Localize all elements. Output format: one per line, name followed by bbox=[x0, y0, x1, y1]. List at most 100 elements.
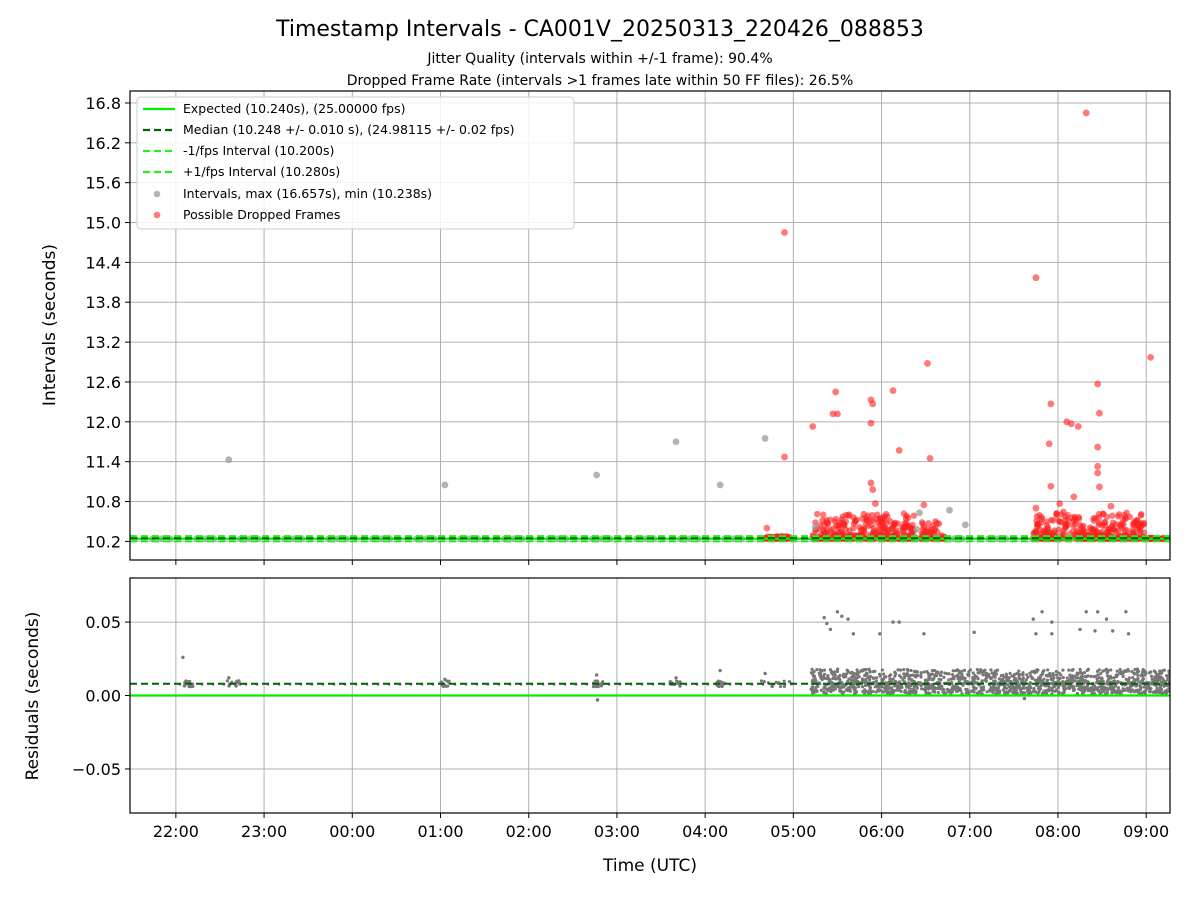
residual-point bbox=[762, 680, 766, 684]
residual-point bbox=[1031, 690, 1035, 694]
x-tick-label: 08:00 bbox=[1035, 822, 1081, 841]
residual-point bbox=[1131, 675, 1135, 680]
residual-point bbox=[1008, 671, 1012, 676]
residual-point bbox=[1083, 674, 1087, 679]
dropped-frame-point bbox=[1032, 274, 1040, 282]
residual-point bbox=[444, 684, 448, 689]
top-y-tick-label: 13.8 bbox=[85, 293, 121, 312]
residual-point bbox=[1051, 689, 1055, 693]
residual-point bbox=[951, 669, 955, 673]
dropped-frame-point bbox=[869, 517, 876, 524]
residual-point bbox=[878, 674, 882, 678]
residual-point bbox=[1167, 670, 1170, 674]
residual-point bbox=[993, 675, 997, 679]
dropped-frame-point bbox=[1060, 527, 1067, 535]
residual-point bbox=[919, 673, 923, 677]
residual-point bbox=[1135, 671, 1139, 675]
residual-point bbox=[937, 677, 941, 681]
residual-point bbox=[855, 672, 859, 676]
dropped-frame-point bbox=[837, 519, 845, 526]
residual-point bbox=[981, 673, 985, 677]
dropped-frame-point bbox=[853, 516, 860, 524]
residual-point bbox=[860, 685, 865, 689]
residual-point bbox=[188, 679, 192, 684]
residual-point bbox=[897, 620, 901, 624]
residual-point bbox=[957, 670, 962, 674]
residual-point bbox=[920, 687, 924, 691]
residual-point bbox=[1011, 684, 1015, 689]
residual-point bbox=[995, 689, 1000, 693]
residual-point bbox=[893, 684, 897, 688]
residual-point bbox=[1084, 610, 1088, 614]
residual-point bbox=[973, 686, 977, 690]
dropped-frame-point bbox=[814, 510, 821, 518]
residual-point bbox=[922, 632, 926, 636]
residual-point bbox=[1067, 668, 1071, 672]
residual-point bbox=[814, 679, 818, 683]
residual-point bbox=[1006, 683, 1010, 687]
dropped-frame-point bbox=[910, 512, 918, 519]
residual-point bbox=[812, 670, 816, 674]
residual-point bbox=[930, 685, 934, 689]
dropped-frame-point bbox=[922, 528, 930, 535]
residual-point bbox=[836, 675, 841, 679]
top-y-tick-label: 15.0 bbox=[85, 214, 121, 233]
residual-point bbox=[884, 675, 888, 679]
dropped-frame-point bbox=[903, 519, 910, 526]
residual-point bbox=[1080, 675, 1084, 679]
residual-point bbox=[595, 698, 600, 702]
dropped-frame-point bbox=[1135, 523, 1142, 530]
dropped-frame-point bbox=[1067, 420, 1075, 428]
residual-point bbox=[1040, 672, 1045, 676]
residual-point bbox=[930, 672, 935, 676]
residual-point bbox=[237, 679, 241, 683]
residual-point bbox=[1014, 685, 1018, 689]
residual-point bbox=[1098, 691, 1102, 695]
residual-point bbox=[778, 684, 783, 689]
legend-plus-fps-label: +1/fps Interval (10.280s) bbox=[183, 164, 340, 179]
residual-point bbox=[910, 673, 915, 677]
residual-point bbox=[1114, 673, 1118, 677]
residual-point bbox=[965, 680, 969, 684]
dropped-frame-point bbox=[1109, 512, 1116, 519]
residual-point bbox=[855, 668, 859, 672]
residual-point bbox=[1100, 676, 1104, 680]
residual-point bbox=[1162, 668, 1167, 672]
residual-point bbox=[1076, 676, 1080, 680]
dropped-frame-point bbox=[900, 510, 908, 517]
legend-expected-label: Expected (10.240s), (25.00000 fps) bbox=[183, 101, 405, 116]
residual-point bbox=[1083, 685, 1087, 690]
residual-point bbox=[718, 679, 722, 684]
residual-point bbox=[1142, 668, 1146, 673]
residual-point bbox=[1057, 690, 1061, 694]
residual-point bbox=[851, 632, 856, 636]
residual-point bbox=[815, 668, 819, 672]
residual-point bbox=[840, 614, 844, 618]
residual-point bbox=[1160, 676, 1164, 680]
legend-box bbox=[136, 96, 575, 230]
residual-point bbox=[1147, 671, 1152, 675]
residual-point bbox=[1018, 686, 1022, 690]
residual-point bbox=[828, 679, 832, 683]
residual-point bbox=[886, 690, 891, 694]
residual-point bbox=[1121, 674, 1125, 679]
residual-point bbox=[813, 690, 818, 694]
residual-point bbox=[189, 685, 193, 689]
residual-point bbox=[1015, 691, 1019, 695]
dropped-frame-point bbox=[934, 519, 941, 527]
residual-point bbox=[919, 684, 923, 688]
residual-point bbox=[821, 674, 826, 679]
residual-point bbox=[850, 675, 854, 679]
dropped-frame-point bbox=[763, 524, 771, 532]
residual-point bbox=[960, 672, 964, 676]
residual-point bbox=[1079, 688, 1083, 692]
residual-point bbox=[906, 683, 910, 687]
residual-point bbox=[1019, 691, 1023, 695]
residual-point bbox=[1030, 670, 1034, 674]
residual-point bbox=[181, 655, 185, 660]
residual-point bbox=[1050, 620, 1054, 624]
dropped-frame-point bbox=[1032, 504, 1040, 512]
dropped-frame-point bbox=[1110, 519, 1117, 526]
x-tick-label: 01:00 bbox=[417, 822, 463, 841]
residual-point bbox=[891, 677, 895, 681]
